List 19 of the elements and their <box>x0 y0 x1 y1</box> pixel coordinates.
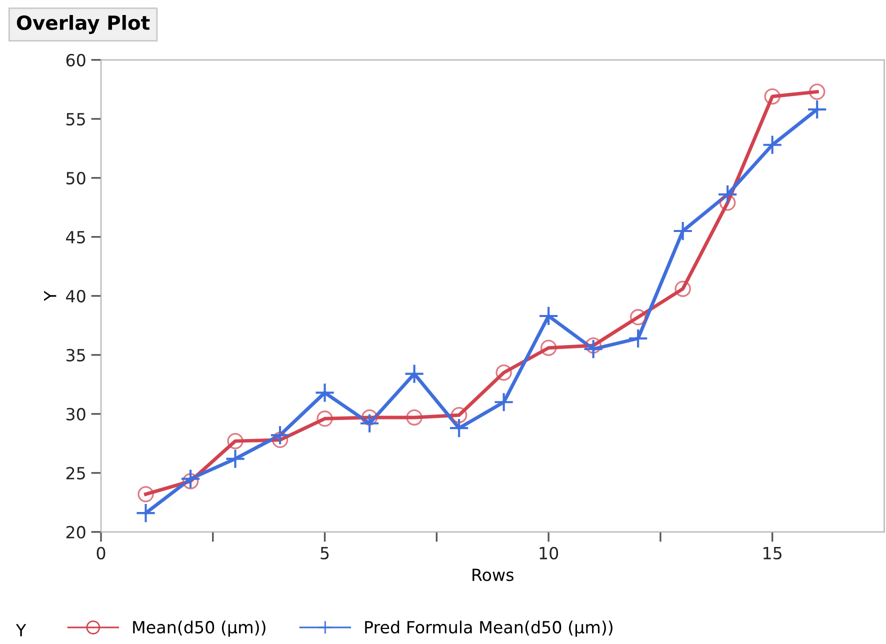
legend-label: Mean(d50 (µm)) <box>133 620 266 637</box>
x-tick-label: 0 <box>96 546 106 560</box>
y-tick-label: 35 <box>66 348 85 362</box>
legend-title: Y <box>16 624 26 636</box>
y-axis-title: Y <box>44 290 56 302</box>
x-tick-label: 15 <box>764 547 782 560</box>
y-tick-label: 25 <box>66 466 85 480</box>
y-tick-label: 55 <box>66 113 85 126</box>
y-tick-label: 30 <box>66 408 86 420</box>
y-tick-label: 45 <box>66 231 85 244</box>
y-tick-label: 40 <box>66 290 86 302</box>
y-tick-label: 20 <box>66 526 86 539</box>
y-tick-label: 50 <box>66 172 86 184</box>
x-axis-title: Rows <box>472 568 514 582</box>
x-tick-label: 5 <box>320 547 329 560</box>
chart-title: Overlay Plot <box>16 14 150 34</box>
legend-label: Pred Formula Mean(d50 (µm)) <box>365 620 612 637</box>
y-tick-label: 60 <box>66 54 86 66</box>
x-tick-label: 10 <box>540 546 558 560</box>
